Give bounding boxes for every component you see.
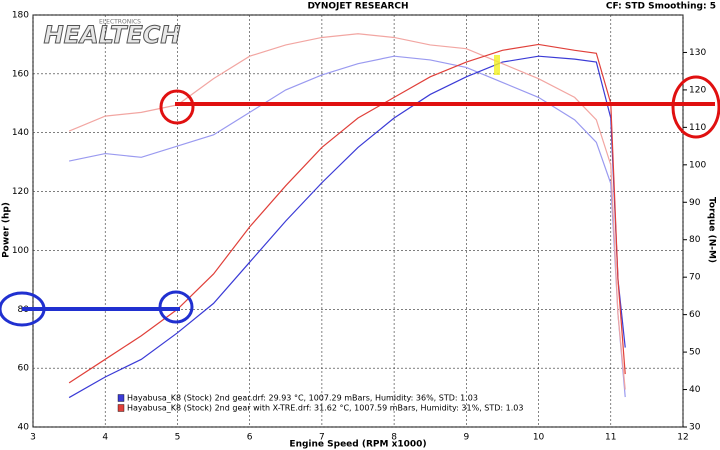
x-tick-label: 11 xyxy=(605,433,616,443)
x-tick-label: 9 xyxy=(463,433,469,443)
y-tick-label: 40 xyxy=(18,423,30,433)
legend-swatch xyxy=(117,404,125,412)
annotation-circle xyxy=(671,75,720,139)
y-tick-label: 100 xyxy=(12,246,29,256)
x-tick-label: 5 xyxy=(175,433,181,443)
x-tick-label: 8 xyxy=(391,433,397,443)
plot-frame xyxy=(32,14,684,428)
chart-title: DYNOJET RESEARCH xyxy=(307,2,408,12)
x-tick-label: 12 xyxy=(677,433,688,443)
x-tick-label: 3 xyxy=(30,433,36,443)
x-tick-label: 10 xyxy=(533,433,545,443)
legend-label: Hayabusa_K8 (Stock) 2nd gear.drf: 29.93 … xyxy=(127,394,478,403)
y2-tick-label: 50 xyxy=(689,348,701,358)
y2-tick-label: 30 xyxy=(689,423,701,433)
subtitle: CF: STD Smoothing: 5 xyxy=(606,2,716,12)
y-tick-label: 120 xyxy=(12,187,29,197)
x-tick-label: 7 xyxy=(319,433,325,443)
annotation-circle xyxy=(158,290,194,324)
y2-tick-label: 70 xyxy=(689,273,701,283)
logo: HEALTECH xyxy=(44,21,181,49)
y-axis-label: Power (hp) xyxy=(2,202,12,258)
y-tick-label: 180 xyxy=(12,11,29,21)
y2-tick-label: 120 xyxy=(689,85,706,95)
x-axis-label: Engine Speed (RPM x1000) xyxy=(289,440,426,450)
x-tick-label: 4 xyxy=(102,433,108,443)
power-line xyxy=(68,55,626,399)
annotation-circle xyxy=(0,291,46,327)
legend-label: Hayabusa_K8 (Stock) 2nd gear with X-TRE.… xyxy=(127,404,523,413)
y-tick-label: 140 xyxy=(12,128,29,138)
marker-highlight xyxy=(494,55,500,75)
y2-tick-label: 90 xyxy=(689,198,701,208)
x-tick-label: 6 xyxy=(247,433,253,443)
y2-tick-label: 40 xyxy=(689,385,701,395)
y2-tick-label: 100 xyxy=(689,160,706,170)
y2-axis-label: Torque (N-M) xyxy=(707,197,717,263)
y2-tick-label: 130 xyxy=(689,48,706,58)
legend-swatch xyxy=(117,394,125,402)
y2-tick-label: 60 xyxy=(689,310,701,320)
annotation-circle xyxy=(159,89,195,125)
logo-sub: ELECTRONICS xyxy=(99,19,141,26)
y-tick-label: 160 xyxy=(12,69,29,79)
torque-line xyxy=(68,55,626,398)
y-tick-label: 60 xyxy=(18,364,30,374)
y2-tick-label: 80 xyxy=(689,235,701,245)
y2-tick-label: 110 xyxy=(689,123,706,133)
